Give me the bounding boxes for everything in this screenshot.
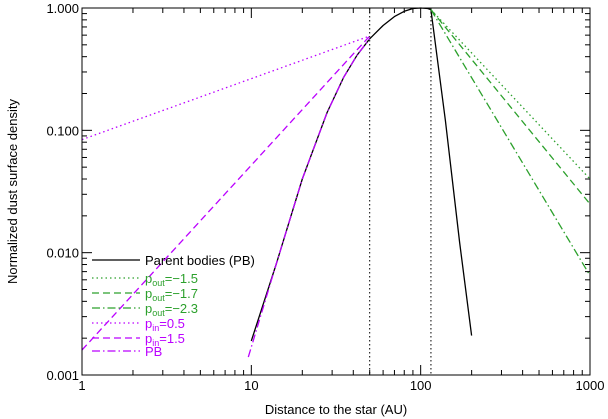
reference-lines — [369, 8, 432, 375]
series-line-pin15 — [81, 35, 371, 351]
y-tick-label: 0.001 — [46, 368, 79, 383]
axis-ticks: 1 10 100 1000 0.001 0.010 0.100 1.000 — [46, 1, 604, 393]
x-axis-label: Distance to the star (AU) — [265, 402, 407, 417]
x-tick-label: 100 — [410, 378, 432, 393]
legend: Parent bodies (PB) pout=−1.5pout=−1.7pout… — [92, 253, 255, 359]
y-tick-label: 0.100 — [46, 123, 79, 138]
series-line-pout23 — [430, 9, 591, 276]
x-tick-label: 10 — [244, 378, 258, 393]
series-line-pout15 — [430, 9, 591, 180]
series-lines — [81, 7, 591, 358]
series-line-pin05 — [81, 35, 370, 141]
legend-label-pin15: pin=1.5 — [145, 331, 185, 348]
plot-frame — [81, 7, 591, 376]
series-line-pbm — [247, 38, 371, 358]
legend-label-pin05: pin=0.5 — [145, 316, 185, 333]
legend-label-pb: Parent bodies (PB) — [145, 253, 255, 268]
series-line-pb — [250, 7, 473, 342]
legend-label-pout17: pout=−1.7 — [145, 286, 198, 303]
x-tick-label: 1000 — [576, 378, 605, 393]
x-tick-label: 1 — [78, 378, 85, 393]
legend-label-pout23: pout=−2.3 — [145, 301, 198, 318]
y-tick-label: 1.000 — [46, 1, 79, 16]
legend-label-pout15: pout=−1.5 — [145, 271, 198, 288]
y-tick-label: 0.010 — [46, 246, 79, 261]
y-axis-label: Normalized dust surface density — [5, 99, 20, 284]
series-line-pout17 — [430, 9, 591, 205]
legend-label-pbm: PB — [145, 344, 162, 359]
